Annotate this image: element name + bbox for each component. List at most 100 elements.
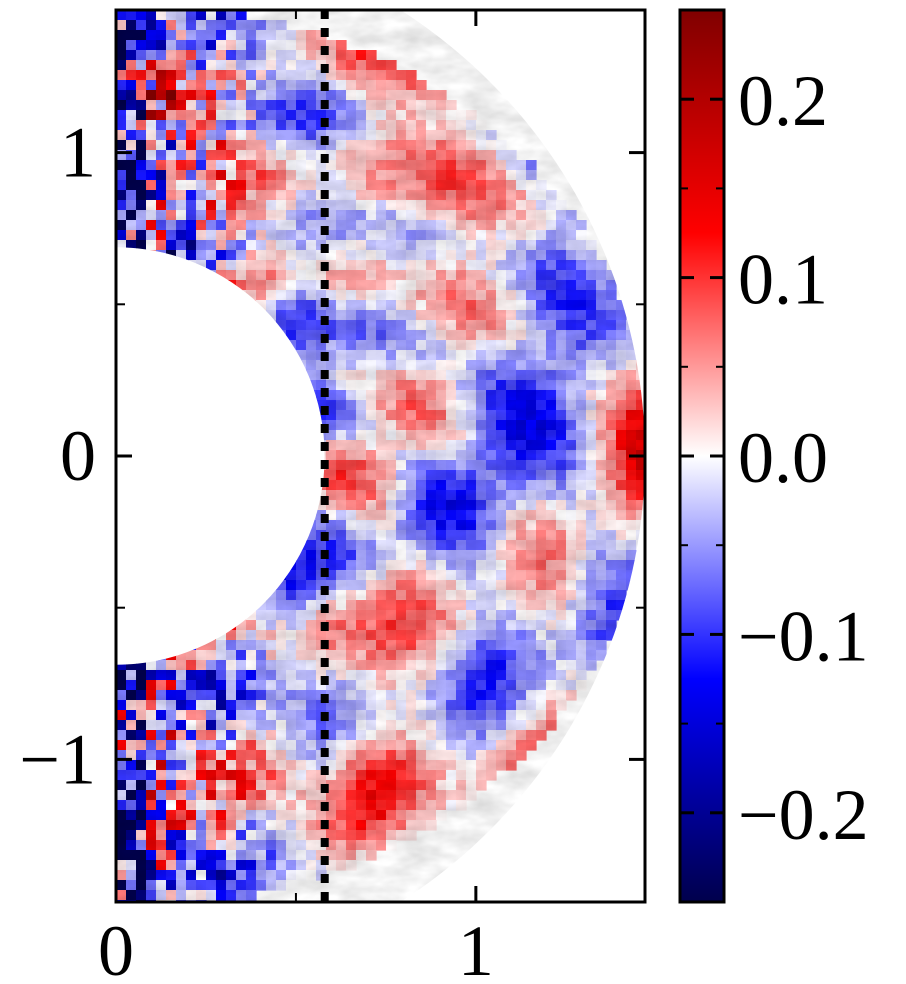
heatmap-cell (286, 530, 297, 541)
heatmap-cell (206, 290, 217, 301)
heatmap-cell (126, 640, 137, 651)
heatmap-cell (176, 290, 187, 301)
heatmap-cell (196, 610, 207, 621)
heatmap-cell (306, 480, 317, 491)
heatmap-cell (186, 280, 197, 291)
heatmap-cell (266, 580, 277, 591)
heatmap-cell (126, 260, 137, 271)
heatmap-cell (186, 630, 197, 641)
heatmap-cell (236, 590, 247, 601)
heatmap-cell (286, 540, 297, 551)
heatmap-cell (306, 400, 317, 411)
heatmap-cell (226, 290, 237, 301)
heatmap-cell (246, 310, 257, 321)
heatmap-cell (136, 650, 147, 661)
heatmap-cell (206, 610, 217, 621)
heatmap-cell (236, 320, 247, 331)
heatmap-cell (256, 580, 267, 591)
x-tick-label: 0 (98, 911, 134, 984)
heatmap-cell (156, 630, 167, 641)
heatmap-cell (166, 290, 177, 301)
heatmap-cell (266, 340, 277, 351)
heatmap-cell (216, 280, 227, 291)
heatmap-cell (256, 570, 267, 581)
heatmap-cell (266, 330, 277, 341)
heatmap-cell (146, 620, 157, 631)
colorbar-tick-label: −0.2 (738, 775, 869, 855)
heatmap-cell (176, 260, 187, 271)
heatmap-cell (236, 310, 247, 321)
heatmap-cell (126, 250, 137, 261)
colorbar: 0.2 0.1 0.0 −0.1 −0.2 (678, 8, 869, 904)
heatmap-cell (246, 300, 257, 311)
heatmap-cell (246, 600, 257, 611)
heatmap-cell (156, 270, 167, 281)
heatmap-cell (286, 370, 297, 381)
heatmap-cell (196, 630, 207, 641)
heatmap-cell (216, 300, 227, 311)
heatmap-cell (116, 620, 127, 631)
colorbar-tick-label: −0.1 (738, 596, 869, 676)
heatmap-cell (196, 290, 207, 301)
heatmap-cell (246, 590, 257, 601)
heatmap-cell (306, 490, 317, 501)
heatmap-cell (126, 270, 137, 281)
heatmap-cell (296, 380, 307, 391)
heatmap-cell (186, 290, 197, 301)
heatmap-cell (116, 630, 127, 641)
heatmap-cell (196, 280, 207, 291)
heatmap-cell (256, 310, 267, 321)
heatmap-cell (176, 640, 187, 651)
heatmap-cell (246, 320, 257, 331)
heatmap-cell (166, 620, 177, 631)
heatmap-cell (136, 630, 147, 641)
heatmap-cell (286, 550, 297, 561)
heatmap-cell (116, 650, 127, 661)
heatmap-cell (306, 420, 317, 431)
heatmap-cell (116, 260, 127, 271)
heatmap-cell (206, 620, 217, 631)
heatmap-cell (176, 620, 187, 631)
heatmap-cell (226, 310, 237, 321)
heatmap-cell (166, 280, 177, 291)
heatmap-cell (246, 580, 257, 591)
colorbar-tick-label: 0.2 (738, 61, 828, 141)
heatmap-cell (156, 640, 167, 651)
y-tick-label: −1 (19, 719, 96, 799)
heatmap-cell (146, 640, 157, 651)
heatmap-cell (306, 500, 317, 511)
heatmap-cell (136, 270, 147, 281)
heatmap-cell (286, 350, 297, 361)
heatmap-cell (206, 280, 217, 291)
heatmap-cell (116, 280, 127, 291)
colorbar-ticks: 0.2 0.1 0.0 −0.1 −0.2 (680, 61, 869, 855)
heatmap-cell (116, 250, 127, 261)
heatmap-cell (176, 280, 187, 291)
heatmap-cell (236, 600, 247, 611)
heatmap-cell (256, 320, 267, 331)
heatmap-cell (176, 270, 187, 281)
heatmap-cell (216, 290, 227, 301)
heatmap-cell (236, 300, 247, 311)
heatmap-texture (116, 10, 645, 902)
colorbar-tick-label: 0.1 (738, 240, 828, 320)
heatmap-cell (126, 630, 137, 641)
heatmap-cell (196, 270, 207, 281)
heatmap-cell (236, 610, 247, 621)
y-axis-ticks: 1 0 −1 (19, 113, 645, 799)
heatmap-cell (186, 640, 197, 651)
heatmap-cell (146, 260, 157, 271)
heatmap-field (116, 10, 645, 902)
heatmap-cell (166, 630, 177, 641)
heatmap-cell (166, 270, 177, 281)
heatmap-cell (126, 280, 137, 291)
heatmap-cell (196, 300, 207, 311)
heatmap-cell (266, 320, 277, 331)
heatmap-cell (156, 620, 167, 631)
heatmap-cell (186, 620, 197, 631)
heatmap-cell (286, 360, 297, 371)
y-tick-label: 0 (60, 416, 96, 496)
